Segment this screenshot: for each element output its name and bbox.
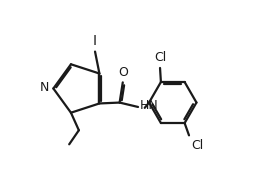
Text: Cl: Cl: [192, 139, 204, 152]
Text: Cl: Cl: [154, 51, 166, 64]
Text: N: N: [40, 81, 49, 94]
Text: I: I: [93, 34, 97, 48]
Text: HN: HN: [139, 99, 158, 112]
Text: O: O: [119, 66, 129, 79]
